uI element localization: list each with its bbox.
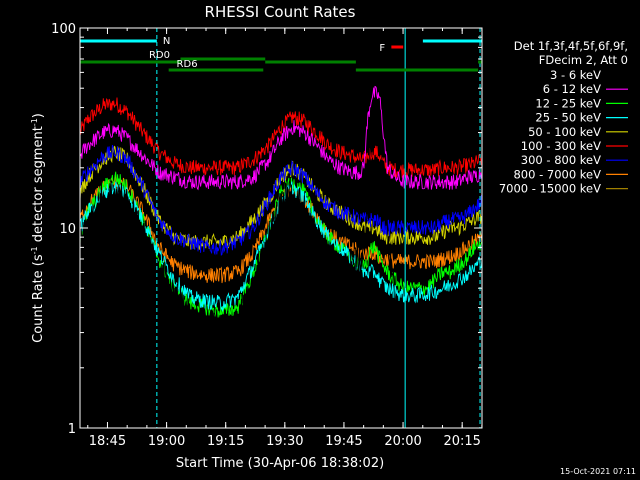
x-axis-title: Start Time (30-Apr-06 18:38:02) <box>176 456 384 471</box>
series-line-6-12-kev <box>80 85 482 191</box>
decim-label-2: RD6 <box>177 59 198 70</box>
x-tick-label-6: 20:00 <box>384 434 421 449</box>
x-tick-label-7: 20:15 <box>443 434 480 449</box>
legend-header-line-2: FDecim 2, Att 0 <box>539 53 628 67</box>
y-axis-title: Count Rate (s-1 detector segment-1) <box>30 113 46 343</box>
x-tick-label-2: 19:00 <box>148 434 185 449</box>
x-tick-label-1: 18:45 <box>89 434 126 449</box>
x-tick-label-3: 19:15 <box>207 434 244 449</box>
y-axis: 100 10 1 <box>51 22 482 437</box>
legend-entry-800-7000-kev-label: 800 - 7000 keV <box>513 167 601 181</box>
y-tick-label-1: 100 <box>51 22 76 37</box>
timestamp: 15-Oct-2021 07:11 <box>560 467 636 476</box>
chart-title: RHESSI Count Rates <box>205 3 356 21</box>
y-tick-label-2: 10 <box>59 222 76 237</box>
x-axis: 18:45 19:00 19:15 19:30 19:45 20:00 20:15 <box>87 28 483 449</box>
series-line-100-300-kev <box>80 97 482 178</box>
legend-entry-7000-15000-kev-label: 7000 - 15000 keV <box>499 182 601 196</box>
legend-entry-50-100-kev-label: 50 - 100 keV <box>528 125 601 139</box>
series-line-300-800-kev <box>80 144 482 256</box>
saa-label: N <box>163 36 170 47</box>
legend-entry-6-12-kev-label: 6 - 12 keV <box>543 82 601 96</box>
legend-header-line-1: Det 1f,3f,4f,5f,6f,9f, <box>514 39 628 53</box>
y-tick-label-3: 1 <box>68 422 76 437</box>
legend-entry-25-50-kev-label: 25 - 50 keV <box>535 111 601 125</box>
series-line-3-6-kev <box>80 121 482 361</box>
legend-entry-300-800-kev-label: 300 - 800 keV <box>521 153 601 167</box>
legend-entry-100-300-kev-label: 100 - 300 keV <box>521 139 601 153</box>
flare-label: F <box>379 43 385 54</box>
legend-entry-12-25-kev-label: 12 - 25 keV <box>535 96 601 110</box>
x-tick-label-5: 19:45 <box>325 434 362 449</box>
x-tick-label-4: 19:30 <box>266 434 303 449</box>
decim-label-1: RD0 <box>149 50 170 61</box>
legend-entry-3-6-kev-label: 3 - 6 keV <box>550 68 601 82</box>
series-line-12-25-kev <box>80 171 482 319</box>
legend: Det 1f,3f,4f,5f,6f,9f, FDecim 2, Att 0 3… <box>499 39 628 196</box>
